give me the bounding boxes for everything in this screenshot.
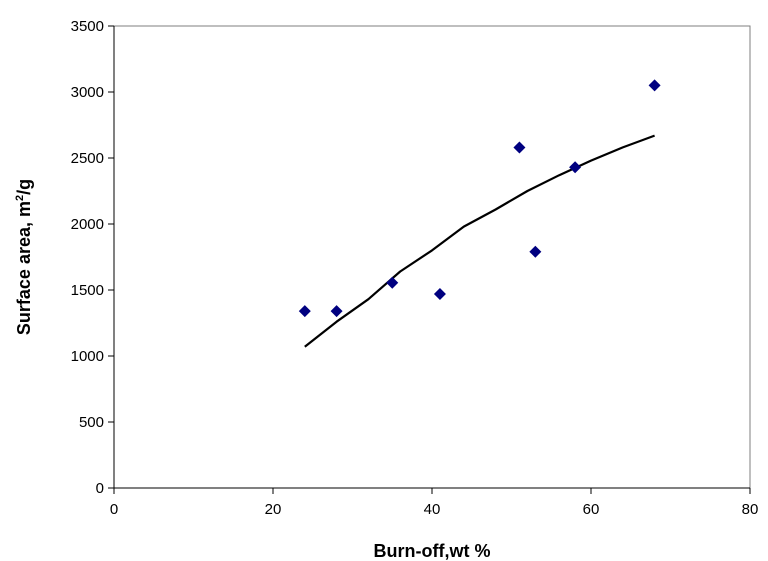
data-point bbox=[298, 305, 311, 318]
y-tick-label: 0 bbox=[96, 480, 104, 497]
y-axis-title-tail: /g bbox=[14, 179, 34, 195]
data-point bbox=[569, 161, 582, 174]
x-tick-label: 40 bbox=[424, 501, 441, 518]
y-tick-label: 2500 bbox=[71, 150, 104, 167]
y-tick-label: 3000 bbox=[71, 84, 104, 101]
y-tick-label: 1000 bbox=[71, 348, 104, 365]
y-axis-title: Surface area, m2/g bbox=[14, 179, 34, 335]
y-axis-title-main: Surface area, m bbox=[14, 201, 34, 335]
x-axis-title: Burn-off,wt % bbox=[374, 541, 491, 561]
data-point bbox=[648, 79, 661, 92]
data-point bbox=[330, 305, 343, 318]
y-tick-label: 1500 bbox=[71, 282, 104, 299]
data-point bbox=[386, 276, 399, 289]
data-point bbox=[513, 141, 526, 154]
x-tick-label: 80 bbox=[742, 501, 759, 518]
trendline bbox=[304, 134, 655, 348]
y-tick-label: 500 bbox=[79, 414, 104, 431]
x-tick-label: 60 bbox=[583, 501, 600, 518]
x-tick-label: 0 bbox=[110, 501, 118, 518]
y-tick-label: 3500 bbox=[71, 18, 104, 35]
x-tick-label: 20 bbox=[265, 501, 282, 518]
data-points bbox=[298, 79, 661, 318]
y-axis: 0 500 1000 1500 2000 2500 3000 3500 bbox=[71, 18, 115, 497]
y-axis-title-sup: 2 bbox=[14, 195, 26, 201]
plot-area bbox=[113, 25, 751, 489]
data-point bbox=[529, 245, 542, 258]
x-axis: 0 20 40 60 80 bbox=[110, 487, 759, 518]
data-point bbox=[433, 287, 446, 300]
y-tick-label: 2000 bbox=[71, 216, 104, 233]
